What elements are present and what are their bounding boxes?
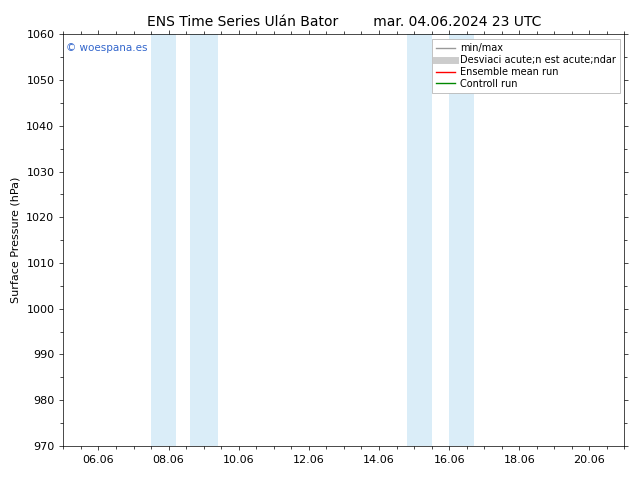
Bar: [407, 34, 432, 446]
Bar: [449, 34, 474, 446]
Title: ENS Time Series Ulán Bator        mar. 04.06.2024 23 UTC: ENS Time Series Ulán Bator mar. 04.06.20…: [146, 15, 541, 29]
Legend: min/max, Desviaci acute;n est acute;ndar, Ensemble mean run, Controll run: min/max, Desviaci acute;n est acute;ndar…: [432, 39, 619, 93]
Bar: [190, 34, 217, 446]
Bar: [151, 34, 176, 446]
Y-axis label: Surface Pressure (hPa): Surface Pressure (hPa): [11, 177, 21, 303]
Text: © woespana.es: © woespana.es: [66, 43, 148, 52]
